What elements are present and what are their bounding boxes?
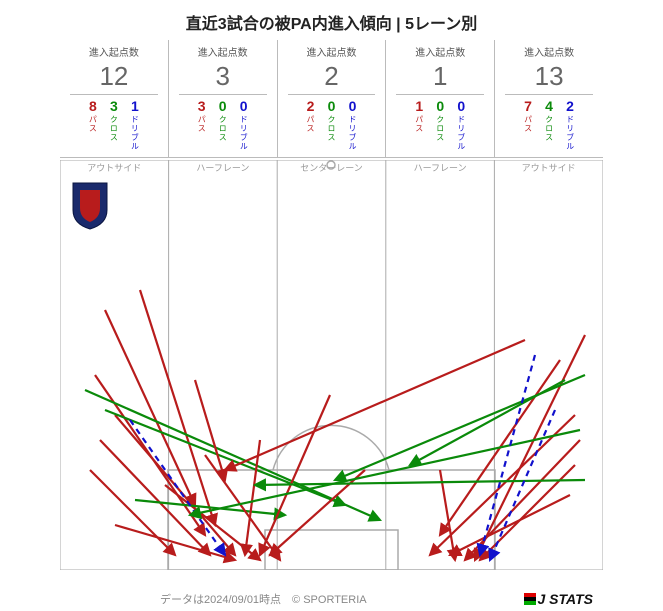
cross-count: 0 xyxy=(328,99,336,113)
drib-count: 0 xyxy=(240,99,248,113)
lane-stats-row: 進入起点数 12 8パス 3クロス 1ドリブル 進入起点数 3 3パス 0クロス… xyxy=(60,40,603,158)
cross-count: 4 xyxy=(545,99,553,113)
lane-box-0: 進入起点数 12 8 パス 3 クロス 1 ドリブル xyxy=(60,40,168,157)
cross-label: クロス xyxy=(544,115,555,142)
cross-label: クロス xyxy=(217,115,228,142)
cross-label: クロス xyxy=(326,115,337,142)
pass-label: パス xyxy=(196,115,207,133)
lane-count: 12 xyxy=(70,61,158,95)
chart-title: 直近3試合の被PA内進入傾向 | 5レーン別 xyxy=(0,0,663,40)
pass-count: 1 xyxy=(415,99,423,113)
cross-count: 0 xyxy=(219,99,227,113)
lane-stat-label: 進入起点数 xyxy=(64,44,164,59)
lane-stat-label: 進入起点数 xyxy=(282,44,382,59)
drib-count: 2 xyxy=(566,99,574,113)
pass-label: パス xyxy=(305,115,316,133)
lane-count: 3 xyxy=(179,61,267,95)
pass-count: 7 xyxy=(524,99,532,113)
drib-label: ドリブル xyxy=(238,115,249,151)
footer: データは2024/09/01時点 © SPORTERIA J STATS xyxy=(0,591,663,607)
j-flag-icon xyxy=(524,593,536,605)
cross-label: クロス xyxy=(108,115,119,142)
drib-label: ドリブル xyxy=(347,115,358,151)
stats-logo: J STATS xyxy=(524,591,594,607)
footer-credit: データは2024/09/01時点 © SPORTERIA xyxy=(160,591,367,607)
lane-box-4: 進入起点数 13 7 パス 4 クロス 2 ドリブル xyxy=(494,40,603,157)
drib-label: ドリブル xyxy=(565,115,576,151)
pass-label: パス xyxy=(414,115,425,133)
cross-label: クロス xyxy=(435,115,446,142)
lane-box-2: 進入起点数 2 2 パス 0 クロス 0 ドリブル xyxy=(277,40,386,157)
pass-count: 3 xyxy=(198,99,206,113)
drib-label: ドリブル xyxy=(129,115,140,151)
team-badge-icon xyxy=(70,180,110,230)
drib-count: 0 xyxy=(349,99,357,113)
pitch-svg xyxy=(60,160,603,570)
lane-count: 2 xyxy=(288,61,376,95)
lane-stat-label: 進入起点数 xyxy=(499,44,599,59)
lane-stat-label: 進入起点数 xyxy=(173,44,273,59)
lane-box-1: 進入起点数 3 3 パス 0 クロス 0 ドリブル xyxy=(168,40,277,157)
lane-count: 1 xyxy=(396,61,484,95)
lane-count: 13 xyxy=(505,61,593,95)
cross-count: 3 xyxy=(110,99,118,113)
pass-label: パス xyxy=(523,115,534,133)
lane-stat-label: 進入起点数 xyxy=(390,44,490,59)
pitch-diagram xyxy=(60,160,603,570)
pass-label: パス xyxy=(87,115,98,133)
drib-count: 0 xyxy=(457,99,465,113)
pass-count: 2 xyxy=(307,99,315,113)
drib-count: 1 xyxy=(131,99,139,113)
cross-count: 0 xyxy=(436,99,444,113)
lane-box-3: 進入起点数 1 1 パス 0 クロス 0 ドリブル xyxy=(385,40,494,157)
drib-label: ドリブル xyxy=(456,115,467,151)
stats-logo-text: J STATS xyxy=(538,591,594,607)
pass-count: 8 xyxy=(89,99,97,113)
